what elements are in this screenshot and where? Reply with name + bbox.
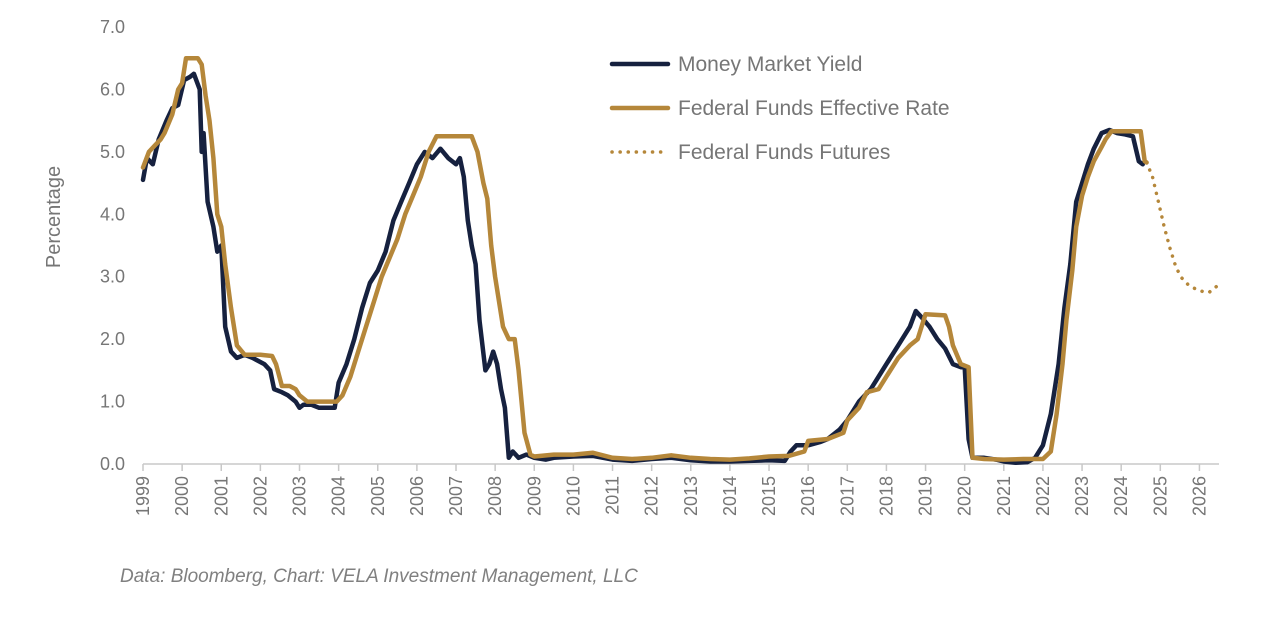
x-tick-label: 2010 [563,476,583,516]
x-tick-label: 2021 [994,476,1014,516]
x-tick-label: 2023 [1072,476,1092,516]
series-line-money-market-yield [140,71,1145,466]
x-tick-label: 2026 [1189,476,1209,516]
x-tick-label: 2024 [1111,476,1131,516]
legend-label: Federal Funds Effective Rate [678,97,950,120]
x-axis: 1999 2000 2001 2002 2003 2004 2005 2006 2007 2008… [133,463,1219,516]
y-tick-label: 1.0 [100,392,125,412]
x-tick-label: 2018 [876,476,896,516]
x-tick-label: 2015 [759,476,779,516]
x-tick-label: 2011 [603,476,623,515]
x-tick-label: 2020 [955,476,975,516]
legend-label: Money Market Yield [678,53,862,76]
x-tick-label: 2016 [798,476,818,516]
x-tick-label: 2022 [1033,476,1053,516]
y-tick-label: 6.0 [100,79,125,99]
y-tick-label: 4.0 [100,204,125,224]
x-tick-label: 2001 [211,476,231,516]
x-tick-label: 2014 [720,476,740,516]
y-tick-label: 3.0 [100,267,125,287]
legend-label: Federal Funds Futures [678,141,890,164]
y-tick-label: 0.0 [100,454,125,474]
x-tick-label: 2003 [290,476,310,516]
x-tick-label: 2012 [642,476,662,516]
y-axis-title: Percentage [43,166,65,268]
plot-area [140,55,1219,466]
x-tick-label: 2013 [681,476,701,516]
x-tick-label: 2002 [250,476,270,516]
y-axis: 0.0 1.0 2.0 3.0 4.0 5.0 6.0 7.0 [100,17,125,474]
x-tick-label: 2006 [407,476,427,516]
y-tick-label: 2.0 [100,329,125,349]
x-tick-label: 2009 [524,476,544,516]
x-tick-label: 2017 [837,476,857,516]
x-tick-label: 2025 [1150,476,1170,516]
x-tick-label: 1999 [133,476,153,516]
series-line-federal-funds-futures [1144,160,1219,295]
y-tick-label: 5.0 [100,142,125,162]
series-line-federal-funds-effective-rate [140,55,1149,462]
legend: Money Market Yield Federal Funds Effectiv… [609,53,950,164]
x-tick-label: 2019 [916,476,936,516]
source-note: Data: Bloomberg, Chart: VELA Investment … [120,566,638,587]
x-tick-label: 2007 [446,476,466,516]
x-tick-label: 2004 [329,476,349,516]
x-tick-label: 2000 [172,476,192,516]
x-tick-label: 2005 [368,476,388,516]
x-tick-label: 2008 [485,476,505,516]
y-tick-label: 7.0 [100,17,125,37]
